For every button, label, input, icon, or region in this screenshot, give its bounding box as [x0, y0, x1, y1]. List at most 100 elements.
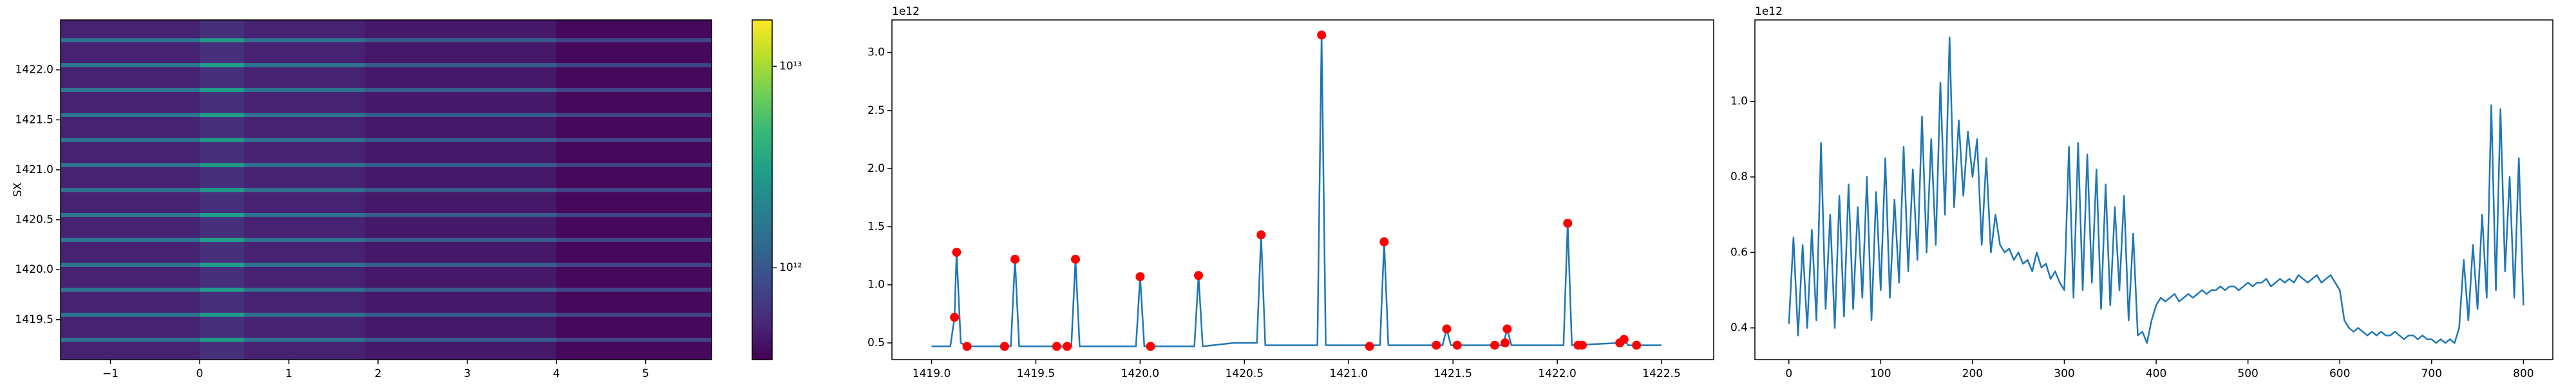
heatmap-cell — [556, 167, 712, 188]
x-tick-label: 2 — [375, 367, 382, 380]
heatmap-cell — [556, 262, 712, 267]
heatmap-cell — [556, 187, 712, 192]
colorbar-slice — [752, 218, 772, 221]
y-tick-label: 1420.0 — [15, 263, 53, 276]
heatmap-cell — [365, 87, 557, 93]
x-tick-label: 700 — [2421, 367, 2442, 380]
colorbar-slice — [752, 34, 772, 37]
colorbar-slice — [752, 356, 772, 360]
colorbar-slice — [752, 93, 772, 97]
heatmap-cell — [244, 212, 365, 217]
heatmap-cell — [244, 216, 365, 238]
x-tick-label: 1422.0 — [1538, 367, 1576, 380]
y-tick-label: 2.5 — [867, 104, 885, 117]
peak-marker — [1052, 342, 1061, 351]
colorbar-slice — [752, 226, 772, 230]
peak-marker — [1379, 237, 1389, 246]
heatmap-cell — [556, 237, 712, 243]
colorbar-slice — [752, 178, 772, 182]
colorbar-slice — [752, 181, 772, 185]
colorbar-slice — [752, 252, 772, 255]
heatmap-cell — [200, 317, 245, 338]
heatmap-cell — [61, 187, 200, 192]
heatmap-cell — [200, 192, 245, 214]
heatmap-cell — [61, 317, 200, 338]
colorbar-slice — [752, 229, 772, 233]
heatmap-cell — [556, 42, 712, 64]
heatmap-cell — [200, 62, 245, 68]
colorbar-slice — [752, 266, 772, 270]
colorbar-slice — [752, 110, 772, 114]
colorbar-slice — [752, 249, 772, 253]
heatmap-cell — [244, 187, 365, 192]
heatmap-cell — [200, 187, 245, 192]
y-tick-label: 0.6 — [1730, 246, 1748, 259]
colorbar-slice — [752, 354, 772, 358]
heatmap-cell — [61, 212, 200, 217]
colorbar-slice — [752, 255, 772, 259]
heatmap-cell — [244, 241, 365, 263]
colorbar-slice — [752, 269, 772, 273]
colorbar-slice — [752, 246, 772, 250]
heatmap-cell — [200, 337, 245, 342]
heatmap-cell — [244, 167, 365, 188]
heatmap-cell — [200, 266, 245, 288]
heatmap-cell — [200, 142, 245, 163]
x-tick-label: 300 — [2054, 367, 2074, 380]
heatmap-cell — [244, 192, 365, 214]
heatmap-cell — [365, 91, 557, 113]
heatmap-cell — [244, 266, 365, 288]
heatmap-cell — [556, 291, 712, 313]
heatmap-cell — [365, 163, 557, 167]
peak-marker — [1502, 324, 1512, 334]
x-tick-label: 1421.5 — [1434, 367, 1472, 380]
y-tick-label: 0.8 — [1730, 170, 1748, 183]
heatmap-cell — [61, 91, 200, 113]
heatmap-cell — [200, 66, 245, 88]
colorbar-slice — [752, 215, 772, 219]
colorbar-slice — [752, 297, 772, 301]
colorbar-slice — [752, 28, 772, 32]
colorbar-slice — [752, 62, 772, 66]
peak-marker — [1501, 338, 1510, 347]
heatmap-cell — [200, 37, 245, 42]
heatmap-cell — [61, 37, 200, 42]
colorbar-slice — [752, 275, 772, 278]
heatmap-cell — [365, 237, 557, 243]
heatmap-cell — [244, 313, 365, 317]
y-axis-label: SX — [12, 182, 24, 197]
heatmap-cell — [556, 266, 712, 288]
colorbar-slice — [752, 161, 772, 165]
colorbar-slice — [752, 303, 772, 306]
x-tick-label: 600 — [2329, 367, 2350, 380]
heatmap-cell — [200, 237, 245, 243]
heatmap-cell — [556, 87, 712, 93]
colorbar-slice — [752, 223, 772, 227]
colorbar-slice — [752, 23, 772, 26]
heatmap-cell — [200, 163, 245, 167]
heatmap-cell — [244, 116, 365, 138]
colorbar-slice — [752, 138, 772, 142]
colorbar-slice — [752, 113, 772, 117]
peak-marker — [1256, 230, 1266, 240]
colorbar-slice — [752, 107, 772, 111]
colorbar-frame — [752, 19, 773, 360]
heatmap-cell — [200, 167, 245, 188]
colorbar-slice — [752, 37, 772, 41]
heatmap-cell — [61, 291, 200, 313]
colorbar-slice — [752, 291, 772, 295]
heatmap-cell — [365, 138, 557, 142]
peak-marker — [1146, 342, 1155, 351]
colorbar-slice — [752, 65, 772, 69]
axes-frame — [60, 19, 712, 360]
heatmap — [61, 20, 712, 360]
colorbar-slice — [752, 82, 772, 86]
heatmap-cell — [556, 241, 712, 263]
heatmap-cell — [244, 42, 365, 64]
heatmap-cell — [200, 212, 245, 217]
colorbar-slice — [752, 116, 772, 120]
heatmap-cell — [244, 337, 365, 342]
heatmap-cell — [556, 163, 712, 167]
heatmap-cell — [61, 87, 200, 93]
heatmap-cell — [200, 20, 245, 39]
